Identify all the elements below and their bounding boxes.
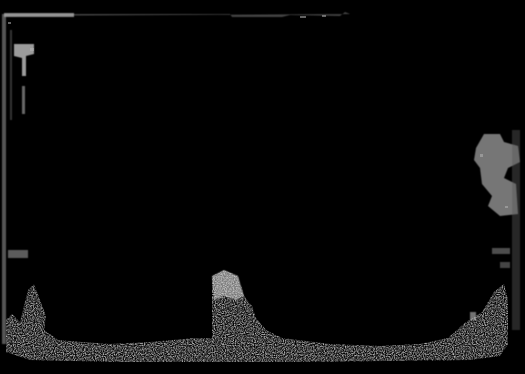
frame-outline — [2, 12, 350, 344]
bottom-fill — [6, 270, 508, 362]
specks — [8, 15, 508, 208]
